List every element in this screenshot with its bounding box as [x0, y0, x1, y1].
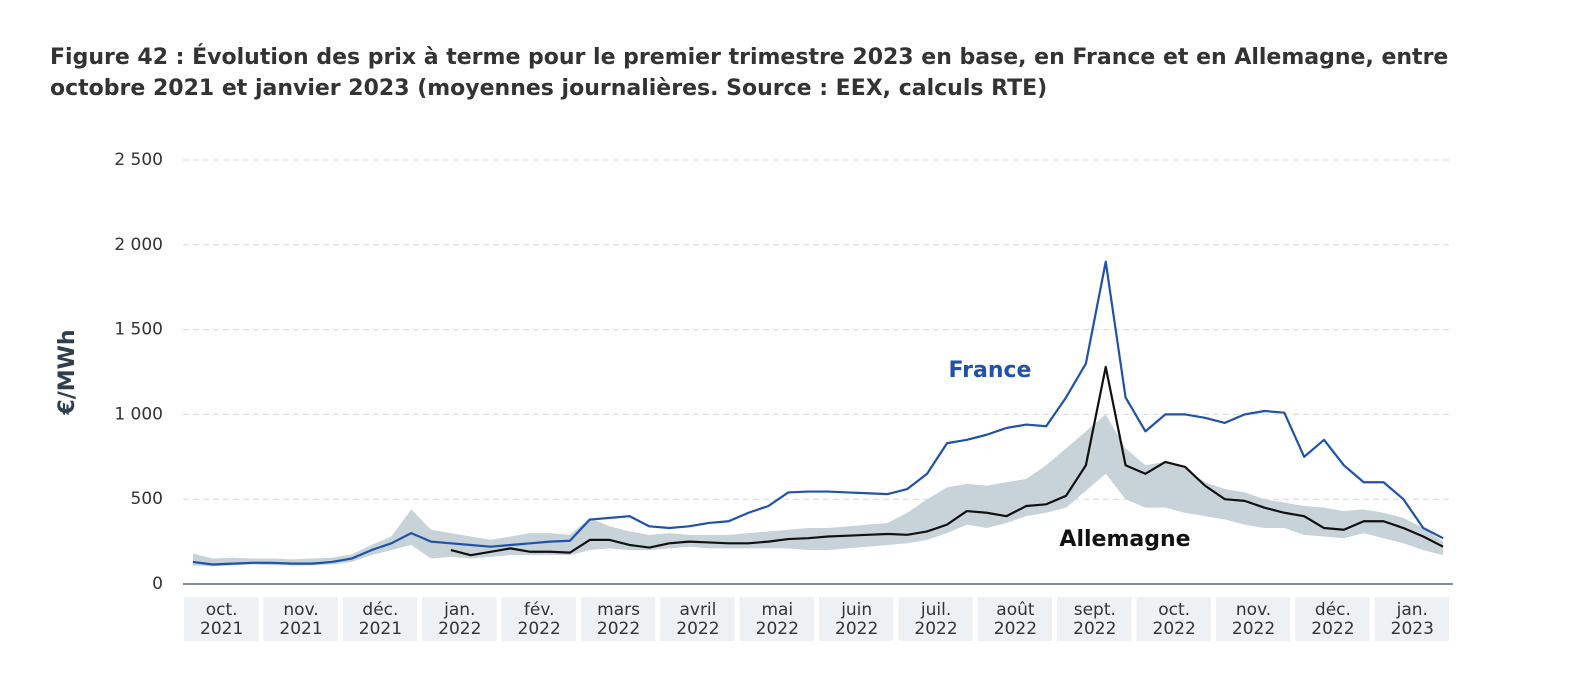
y-tick-label: 1 500 [114, 320, 163, 340]
line [192, 260, 1444, 566]
x-tick-label: mai [761, 600, 793, 620]
month-box [1374, 597, 1449, 641]
x-tick-label: déc. [1315, 600, 1351, 620]
x-tick-label: 2022 [835, 619, 878, 639]
x-tick-label: 2021 [279, 619, 322, 639]
month-box [1057, 597, 1132, 641]
month-box [1295, 597, 1370, 641]
x-tick-label: oct. [206, 600, 238, 620]
y-tick-label: 2 000 [114, 235, 163, 255]
x-tick-label: 2022 [1073, 619, 1116, 639]
x-tick-label: nov. [1236, 600, 1271, 620]
x-tick-label: 2021 [359, 619, 402, 639]
x-tick-label: déc. [362, 600, 398, 620]
x-tick-label: sept. [1074, 600, 1116, 620]
x-tick-label: 2021 [200, 619, 243, 639]
month-box [501, 597, 576, 641]
month-box [342, 597, 418, 641]
x-tick-label: 2022 [1311, 619, 1354, 639]
x-tick-label: 2022 [994, 619, 1037, 639]
month-box [580, 597, 656, 641]
x-tick-label: jan. [443, 600, 475, 620]
series-label: France [949, 358, 1032, 383]
series-label: Allemagne [1059, 527, 1190, 552]
x-tick-label: 2022 [676, 619, 719, 639]
chart-title: Figure 42 : Évolution des prix à terme p… [50, 45, 1449, 101]
month-box [422, 597, 497, 641]
x-tick-label: 2022 [914, 619, 957, 639]
x-tick-label: 2022 [756, 619, 799, 639]
x-tick-label: août [996, 600, 1035, 620]
x-tick-label: juin [840, 600, 872, 620]
x-tick-label: oct. [1158, 600, 1190, 620]
month-box [660, 597, 735, 641]
month-box [739, 597, 814, 641]
month-box [1136, 597, 1211, 641]
x-tick-label: mars [597, 600, 640, 620]
y-axis-title: €/MWh [55, 329, 80, 415]
month-box [819, 597, 894, 641]
y-tick-label: 500 [131, 489, 163, 509]
x-tick-label: jan. [1396, 600, 1428, 620]
y-tick-label: 1 000 [114, 404, 163, 424]
x-tick-label: 2022 [597, 619, 640, 639]
month-box [1215, 597, 1291, 641]
x-tick-label: nov. [283, 600, 318, 620]
x-tick-label: 2022 [518, 619, 561, 639]
x-tick-label: 2022 [438, 619, 481, 639]
y-tick-label: 2 500 [114, 150, 163, 170]
month-box [184, 597, 259, 641]
month-box [898, 597, 973, 641]
month-box [263, 597, 338, 641]
x-tick-label: avril [679, 600, 716, 620]
x-tick-label: fév. [524, 600, 555, 620]
month-box [977, 597, 1053, 641]
x-tick-label: 2022 [1153, 619, 1196, 639]
x-tick-label: 2023 [1391, 619, 1434, 639]
x-tick-label: 2022 [1232, 619, 1275, 639]
y-tick-label: 0 [152, 574, 163, 594]
range-band [192, 414, 1444, 567]
line [450, 365, 1444, 557]
x-tick-label: juil. [920, 600, 951, 620]
